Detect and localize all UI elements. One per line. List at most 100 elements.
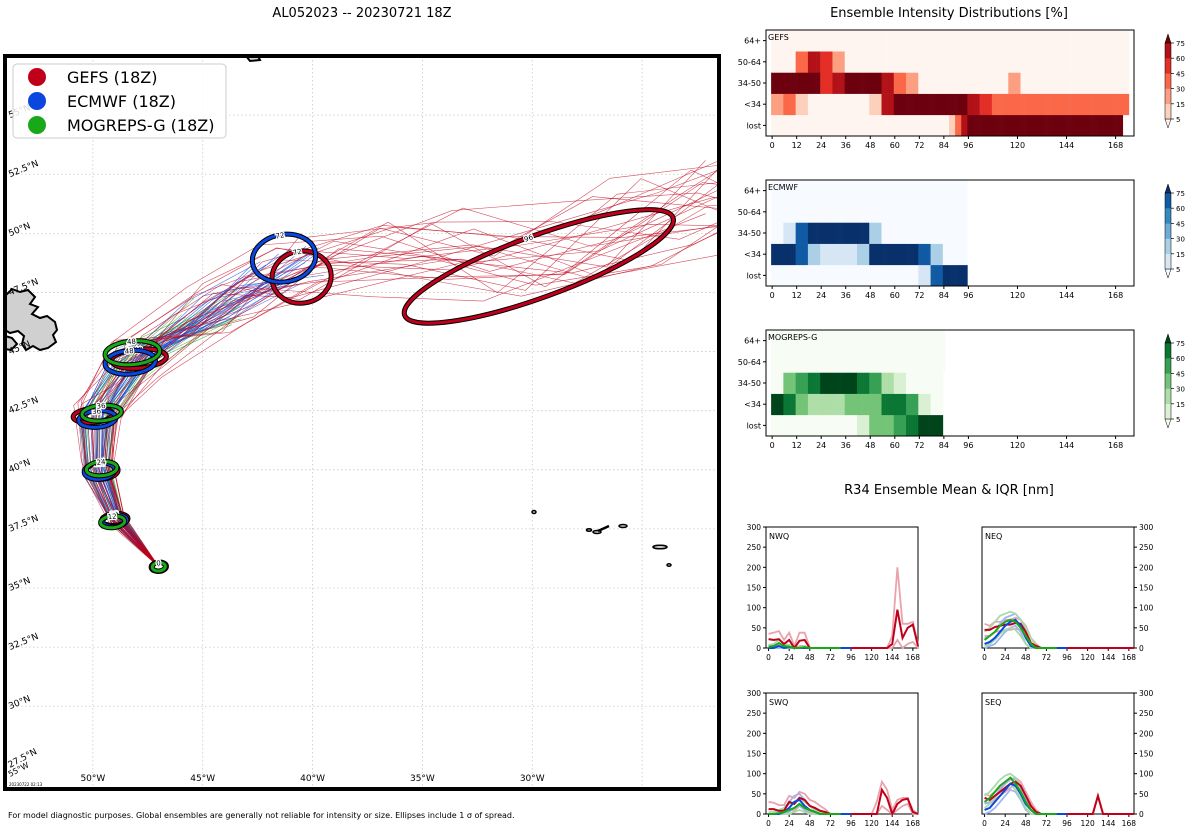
heatmap-cell	[1114, 51, 1117, 73]
heatmap-cell	[901, 414, 905, 437]
heatmap-cell	[807, 330, 811, 352]
heatmap-cell	[781, 264, 784, 287]
heatmap-cell	[809, 30, 813, 52]
heatmap-cell	[824, 51, 827, 73]
heatmap-cell	[940, 351, 944, 373]
heatmap-cell	[934, 180, 938, 202]
heatmap-cell	[891, 372, 895, 394]
heatmap-cell	[830, 393, 833, 416]
heatmap-cell	[891, 393, 895, 416]
heatmap-cell	[1112, 51, 1115, 73]
heatmap-cell	[914, 201, 917, 223]
heatmap-cell	[816, 393, 819, 416]
x-tick-label: 120	[1010, 141, 1025, 150]
heatmap-cell	[1000, 114, 1003, 137]
heatmap-cell	[842, 30, 846, 52]
heatmap-cell	[1016, 51, 1019, 73]
heatmap-cell	[906, 393, 909, 416]
heatmap-cell	[981, 114, 985, 137]
heatmap-cell	[793, 393, 796, 416]
heatmap-cell	[869, 243, 872, 266]
heatmap-cell	[1016, 93, 1019, 116]
x-tick-label: 72	[1042, 819, 1052, 828]
heatmap-cell	[969, 114, 972, 137]
heatmap-cell	[901, 72, 905, 94]
heatmap-cell	[893, 372, 897, 394]
heatmap-cell	[824, 264, 827, 287]
heatmap-cell	[824, 180, 827, 202]
heatmap-cell	[948, 93, 952, 116]
x-tick-label: 96	[963, 141, 973, 150]
heatmap-cell	[842, 201, 846, 223]
heatmap-cell	[938, 72, 942, 94]
heatmap-cell	[828, 30, 831, 52]
heatmap-cell	[1004, 72, 1007, 94]
heatmap-cell	[791, 351, 794, 373]
heatmap-cell	[836, 243, 839, 266]
heatmap-cell	[889, 372, 893, 394]
heatmap-cell	[881, 414, 884, 437]
legend-label-ecmwf: ECMWF (18Z)	[67, 92, 176, 111]
heatmap-cell	[879, 393, 882, 416]
heatmap-cell	[801, 114, 805, 137]
heatmap-cell	[871, 114, 874, 137]
heatmap-cell	[1094, 30, 1097, 52]
heatmap-cell	[922, 243, 925, 266]
heatmap-cell	[895, 393, 899, 416]
heatmap-cell	[881, 222, 884, 244]
heatmap-cell	[946, 264, 950, 287]
heatmap-cell	[1122, 93, 1126, 116]
heatmap-cell	[828, 180, 831, 202]
heatmap-cell	[973, 72, 976, 94]
heatmap-cell	[883, 93, 886, 116]
heatmap-cell	[1051, 72, 1054, 94]
heatmap-cell	[1118, 72, 1122, 94]
y-tick-label: 150	[747, 750, 762, 759]
x-tick-label: 168	[906, 819, 921, 828]
heatmap-cell	[861, 201, 864, 223]
heatmap-cell	[795, 393, 798, 416]
heatmap-cell	[926, 93, 929, 116]
heatmap-cell	[1083, 93, 1087, 116]
heatmap-cell	[930, 264, 933, 287]
heatmap-cell	[977, 114, 980, 137]
heatmap-cell	[957, 243, 960, 266]
heatmap-cell	[1045, 114, 1048, 137]
x-tick-label: 96	[1062, 819, 1072, 828]
heatmap-cell	[781, 201, 784, 223]
heatmap-cell	[912, 114, 915, 137]
heatmap-cell	[906, 264, 909, 287]
heatmap-cell	[844, 393, 848, 416]
heatmap-cell	[914, 72, 917, 94]
azores-island	[531, 509, 537, 515]
heatmap-cell	[777, 351, 780, 373]
heatmap-cell	[1061, 72, 1064, 94]
heatmap-cell	[969, 72, 972, 94]
heatmap-cell	[1106, 93, 1109, 116]
heatmap-cell	[1077, 30, 1081, 52]
heatmap-cell	[910, 114, 913, 137]
heatmap-cell	[807, 264, 811, 287]
heatmap-cell	[875, 264, 878, 287]
heatmap-cell	[961, 30, 964, 52]
heatmap-cell	[818, 243, 821, 266]
heatmap-cell	[932, 72, 935, 94]
heatmap-cell	[942, 114, 946, 137]
r34-mean-mogreps-g	[768, 802, 841, 815]
x-tick-label: 48	[865, 441, 875, 450]
heatmap-cell	[895, 222, 899, 244]
map-background	[5, 56, 719, 789]
heatmap-cell	[771, 264, 774, 287]
heatmap-cell	[1077, 114, 1081, 137]
heatmap-cell	[809, 351, 813, 373]
heatmap-cell	[934, 93, 938, 116]
r34-mean-mogreps-g	[983, 776, 1057, 815]
heatmap-cell	[1079, 93, 1083, 116]
heatmap-cell	[957, 30, 960, 52]
heatmap-cell	[1079, 72, 1083, 94]
heatmap-cell	[826, 93, 829, 116]
heatmap-cell	[844, 114, 848, 137]
heatmap-cell	[846, 351, 850, 373]
heatmap-cell	[940, 243, 944, 266]
heatmap-cell	[885, 372, 888, 394]
